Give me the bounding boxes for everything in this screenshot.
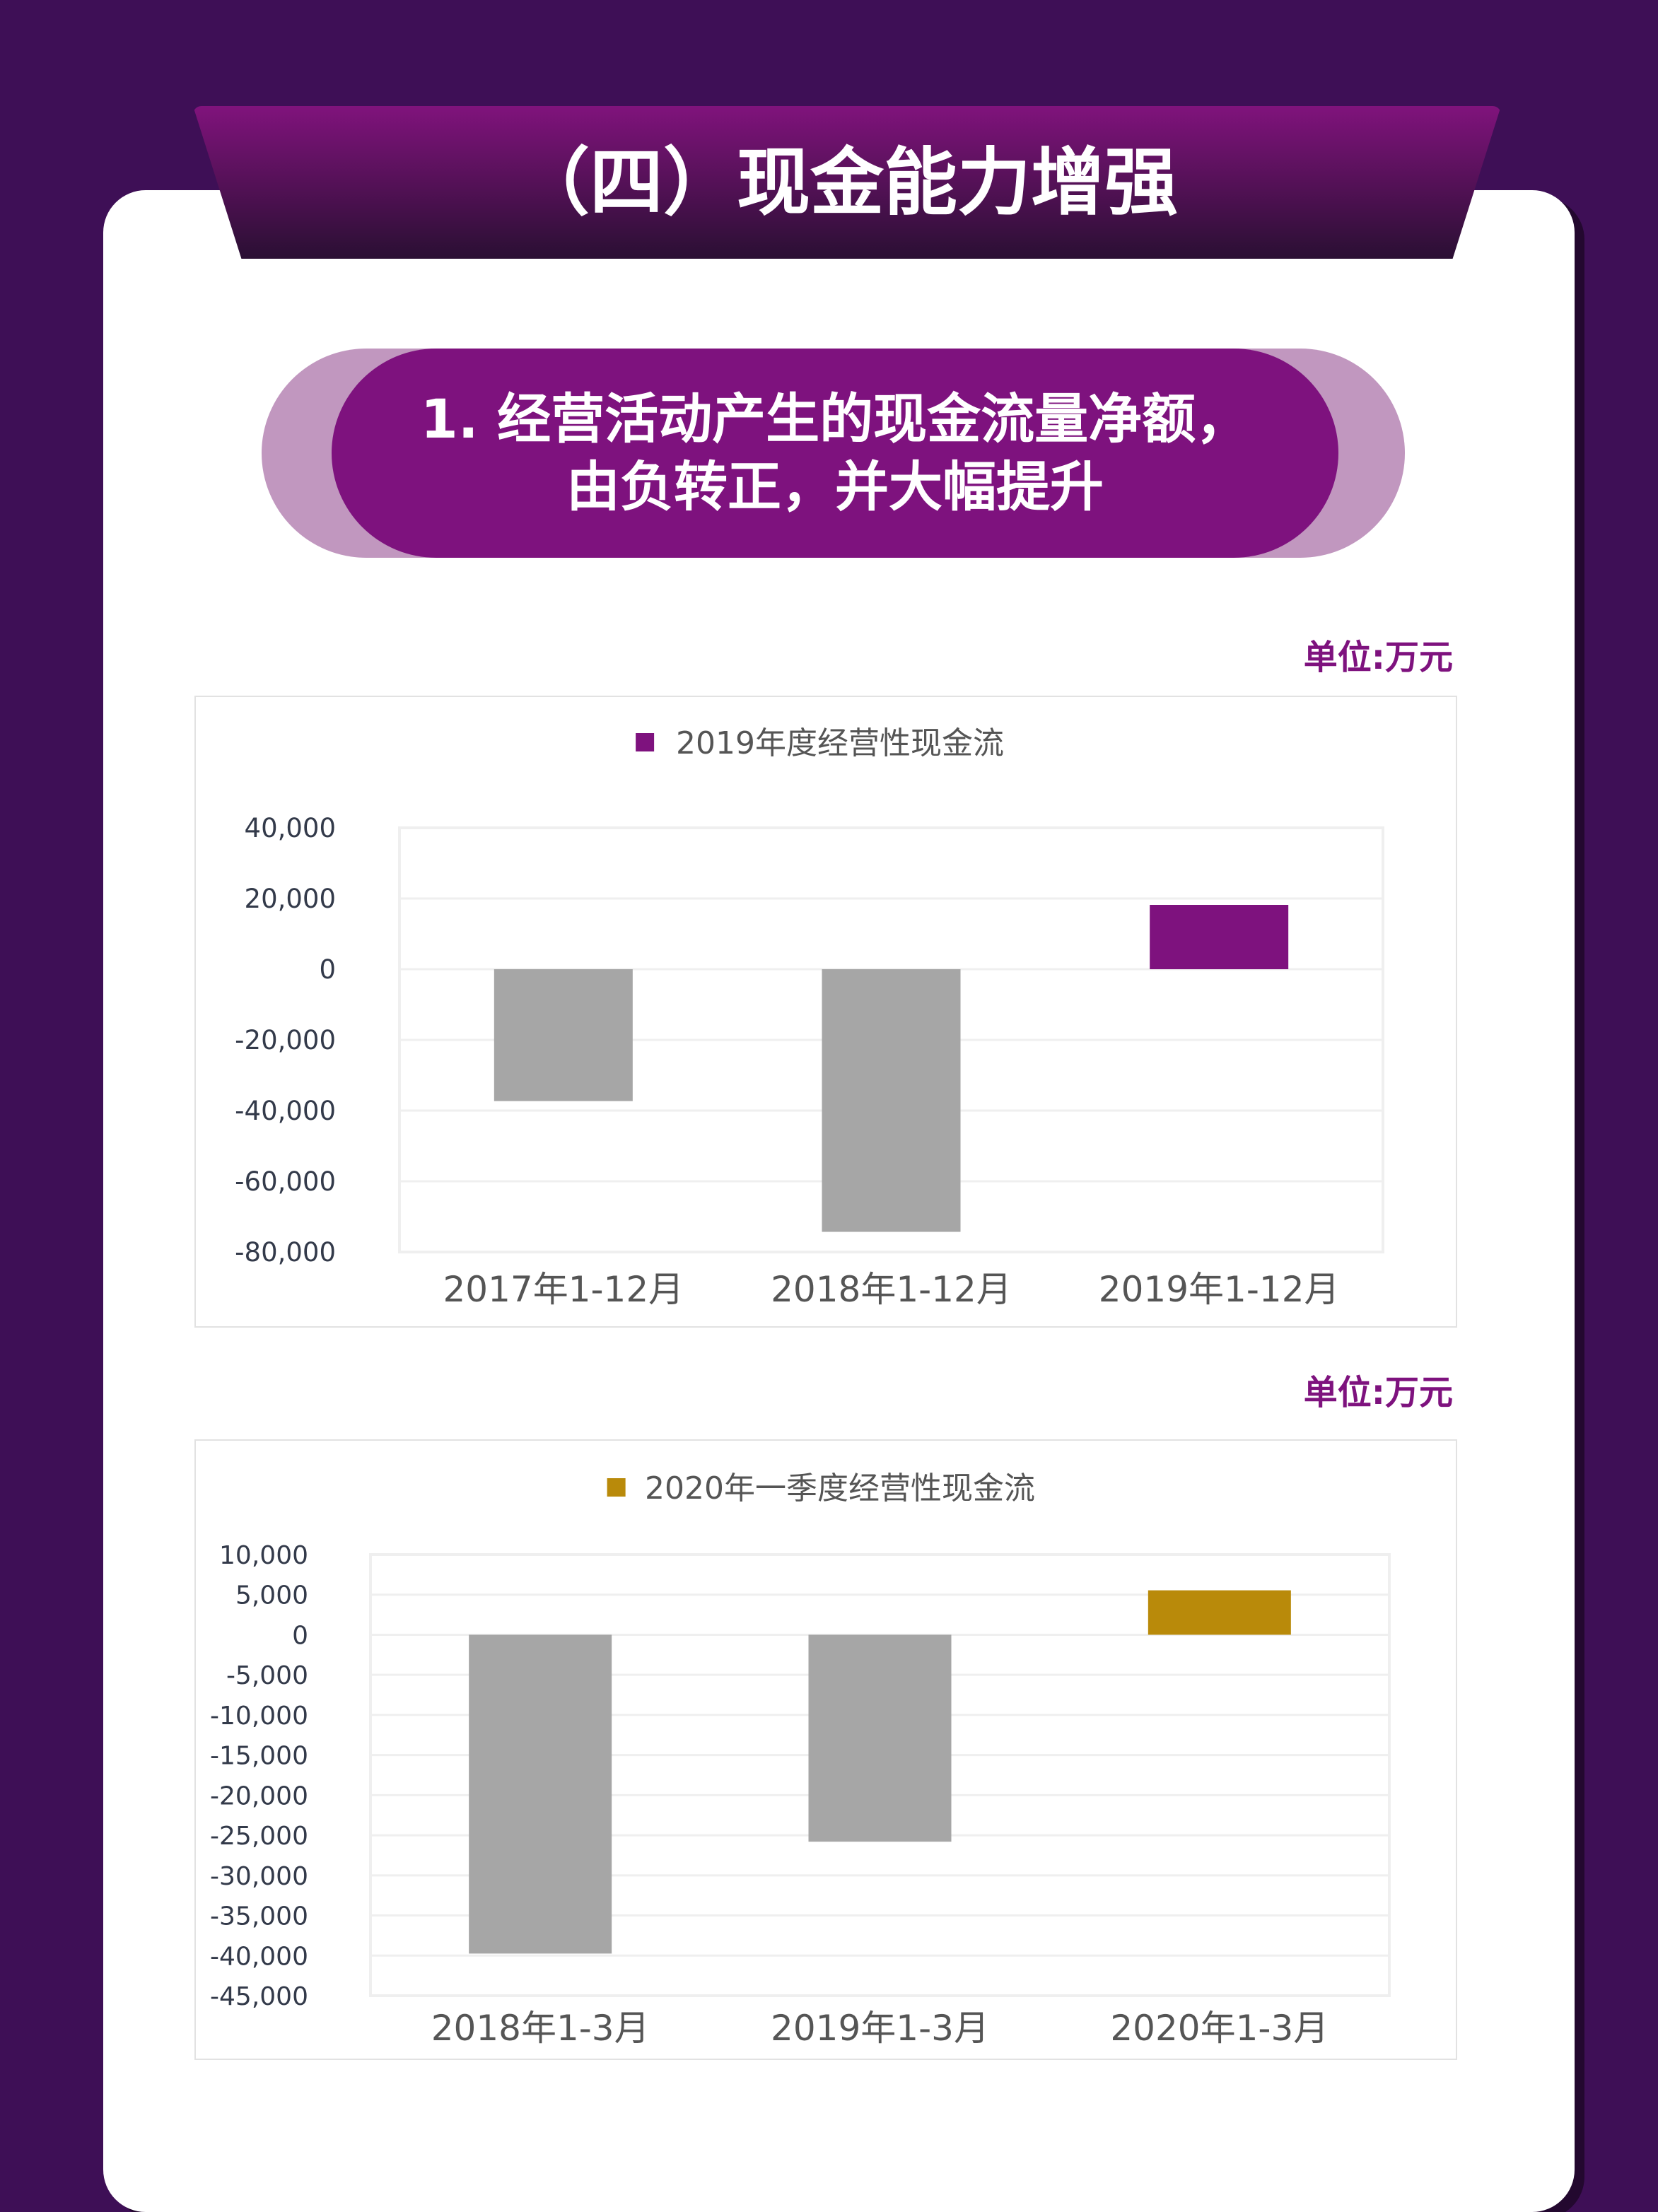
legend-label: 2020年一季度经营性现金流 — [645, 1470, 1035, 1506]
title-banner — [193, 106, 1501, 259]
y-tick-label: -15,000 — [210, 1742, 308, 1771]
y-tick-label: -30,000 — [210, 1862, 308, 1891]
legend-swatch — [607, 1478, 626, 1497]
x-tick-label: 2019年1-3月 — [771, 2008, 989, 2049]
bar-3 — [1148, 1590, 1291, 1635]
x-tick-label: 2017年1-12月 — [443, 1269, 684, 1310]
page-title: （四）现金能力增强 — [515, 139, 1178, 226]
chart-quarterly: 2020年一季度经营性现金流 10,000 5,000 0 -5,000 -10,000 -… — [194, 1439, 1457, 2060]
legend-label: 2019年度经营性现金流 — [676, 725, 1004, 761]
y-tick-label: -60,000 — [235, 1166, 336, 1197]
bar-2 — [822, 969, 961, 1232]
bar-1 — [494, 969, 633, 1101]
y-tick-label: 0 — [292, 1621, 308, 1650]
y-tick-label: -40,000 — [235, 1096, 336, 1126]
y-tick-label: -45,000 — [210, 1982, 308, 2011]
x-tick-label: 2018年1-3月 — [431, 2008, 650, 2049]
bar-3 — [1150, 905, 1289, 969]
x-tick-label: 2020年1-3月 — [1110, 2008, 1329, 2049]
y-tick-label: 10,000 — [219, 1541, 308, 1570]
y-tick-label: -35,000 — [210, 1902, 308, 1931]
legend-swatch — [636, 733, 655, 751]
y-tick-label: -20,000 — [210, 1781, 308, 1810]
unit-label-1: 单位:万元 — [1303, 638, 1453, 677]
chart-annual-svg: 2019年度经营性现金流 40,000 20,000 0 -20,000 -40,000 -… — [235, 725, 1384, 1310]
bar-1 — [469, 1634, 612, 1954]
unit-label-2: 单位:万元 — [1303, 1373, 1453, 1412]
plot-area-border — [398, 826, 1384, 1253]
y-tick-label: 5,000 — [235, 1581, 308, 1610]
section-title: 1. 经营活动产生的现金流量净额， 由负转正，并大幅提升 — [332, 349, 1338, 558]
bar-2 — [808, 1634, 952, 1842]
section-title-line1: 1. 经营活动产生的现金流量净额， — [420, 387, 1250, 450]
x-tick-label: 2019年1-12月 — [1099, 1269, 1340, 1310]
y-tick-label: 0 — [319, 954, 336, 985]
y-tick-label: -5,000 — [226, 1661, 308, 1690]
x-tick-label: 2018年1-12月 — [771, 1269, 1012, 1310]
y-tick-label: 40,000 — [245, 813, 336, 843]
y-tick-label: -80,000 — [235, 1237, 336, 1268]
chart-quarterly-svg: 2020年一季度经营性现金流 10,000 5,000 0 -5,000 -10,000 -… — [210, 1470, 1391, 2049]
y-tick-label: -10,000 — [210, 1702, 308, 1731]
plot-area-border — [369, 1553, 1391, 1997]
y-tick-label: -25,000 — [210, 1822, 308, 1851]
y-tick-label: 20,000 — [245, 884, 336, 914]
y-tick-label: -20,000 — [235, 1025, 336, 1055]
section-title-line2: 由负转正，并大幅提升 — [566, 455, 1104, 518]
chart-annual: 2019年度经营性现金流 40,000 20,000 0 -20,000 -40,000 -… — [194, 696, 1457, 1328]
y-tick-label: -40,000 — [210, 1942, 308, 1971]
